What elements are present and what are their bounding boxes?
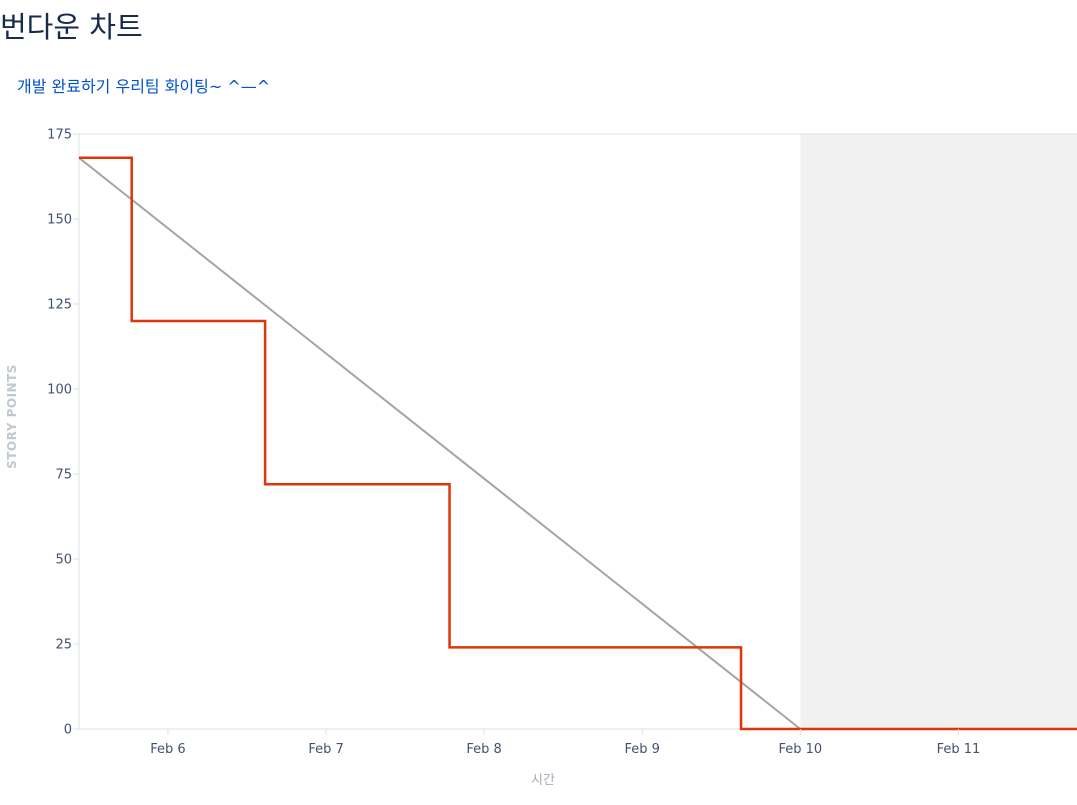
page-title: 번다운 차트	[0, 10, 143, 44]
x-tick-labels: Feb 6 Feb 7 Feb 8 Feb 9 Feb 10 Feb 11	[150, 729, 980, 757]
x-tick-label: Feb 8	[466, 742, 501, 757]
x-tick-label: Feb 6	[150, 742, 185, 757]
y-tick-label: 100	[47, 383, 72, 398]
y-tick-label: 50	[55, 553, 72, 568]
x-tick-label: Feb 7	[308, 742, 343, 757]
sprint-name-link[interactable]: 개발 완료하기 우리팀 화이팅~ ^—^	[17, 77, 271, 96]
y-tick-labels: 0 25 50 75 100 125 150 175	[47, 128, 79, 738]
x-tick-label: Feb 9	[625, 742, 660, 757]
x-axis-title: 시간	[531, 773, 555, 788]
x-tick-label: Feb 10	[778, 742, 822, 757]
y-axis-title: STORY POINTS	[5, 364, 19, 469]
y-tick-label: 25	[55, 638, 72, 653]
non-working-days-shade	[800, 134, 1077, 729]
y-tick-label: 150	[47, 213, 72, 228]
y-tick-label: 125	[47, 298, 72, 313]
series-layer	[78, 156, 1077, 731]
y-tick-label: 75	[55, 468, 72, 483]
x-tick-label: Feb 11	[937, 742, 981, 757]
y-tick-label: 0	[64, 723, 72, 738]
guideline-series	[78, 157, 801, 730]
non-working-days-shade-layer	[800, 134, 1077, 729]
y-tick-label: 175	[47, 128, 72, 143]
remaining-values-series	[79, 156, 1077, 731]
